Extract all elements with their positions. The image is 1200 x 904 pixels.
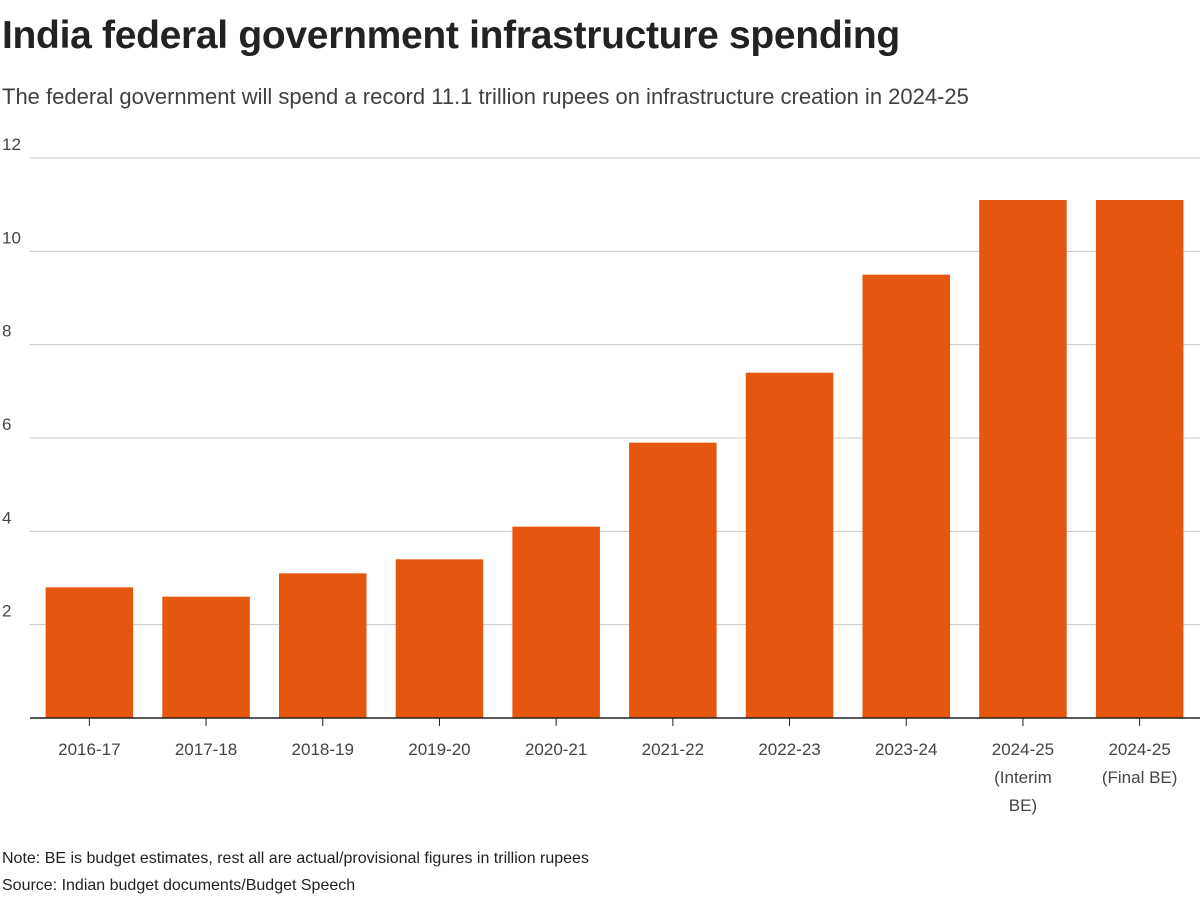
bar — [162, 596, 250, 718]
x-tick-label: 2017-18 — [175, 740, 237, 759]
y-tick-label: 12 — [2, 135, 21, 154]
bar — [629, 442, 717, 718]
x-tick-label: 2023-24 — [875, 740, 937, 759]
x-tick-label: 2020-21 — [525, 740, 587, 759]
x-axis-ticks: 2016-17 2017-18 2018-19 2019-20 2020-21 2021-… — [58, 718, 1177, 815]
chart-subtitle: The federal government will spend a reco… — [2, 84, 969, 109]
bar — [1095, 200, 1184, 718]
x-tick-label: 2016-17 — [58, 740, 120, 759]
y-tick-label: 8 — [2, 322, 11, 341]
y-axis-ticks: 2 4 6 8 10 12 — [2, 135, 21, 621]
x-tick-label: (Interim — [994, 768, 1052, 787]
x-tick-label: (Final BE) — [1102, 768, 1178, 787]
x-tick-label: 2024-25 — [1108, 740, 1170, 759]
bar — [512, 526, 600, 718]
bar — [862, 274, 951, 718]
chart-source: Source: Indian budget documents/Budget S… — [2, 877, 356, 894]
x-tick-label: 2021-22 — [642, 740, 704, 759]
y-tick-label: 2 — [2, 602, 11, 621]
x-tick-label: BE) — [1009, 796, 1037, 815]
x-tick-label: 2024-25 — [992, 740, 1054, 759]
x-tick-label: 2022-23 — [758, 740, 820, 759]
bar — [979, 200, 1067, 718]
bar-chart: 2 4 6 8 10 12 2016-17 2017-18 2018-19 2019-20 202… — [2, 135, 1200, 815]
x-tick-label: 2019-20 — [408, 740, 470, 759]
chart-title: India federal government infrastructure … — [2, 14, 900, 57]
chart-note: Note: BE is budget estimates, rest all a… — [2, 850, 589, 867]
y-tick-label: 10 — [2, 228, 21, 247]
bar — [745, 372, 834, 718]
bar — [278, 573, 367, 718]
y-tick-label: 6 — [2, 415, 11, 434]
bar — [395, 559, 484, 718]
x-tick-label: 2018-19 — [292, 740, 354, 759]
y-tick-label: 4 — [2, 508, 11, 527]
bar — [45, 587, 134, 718]
bars — [45, 200, 1184, 718]
